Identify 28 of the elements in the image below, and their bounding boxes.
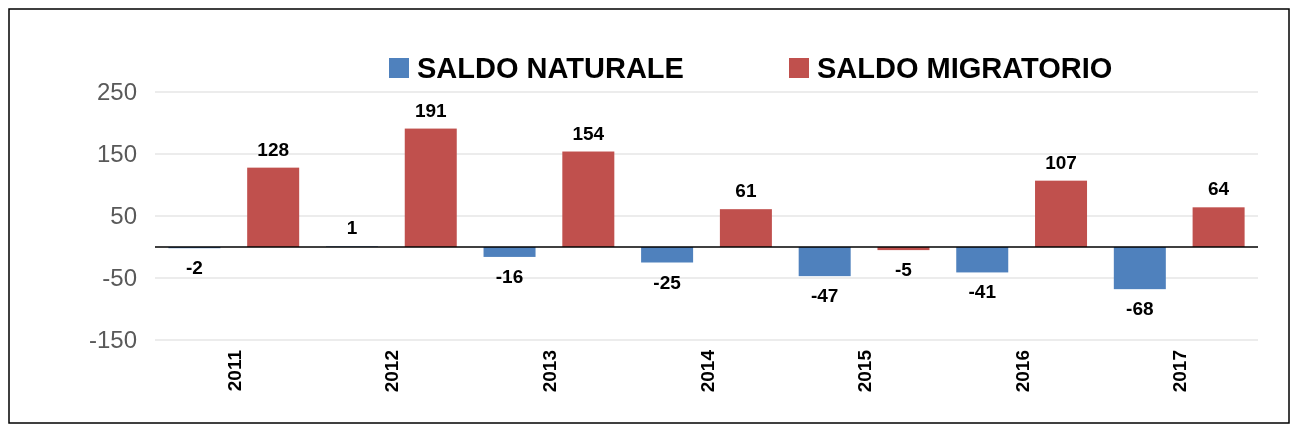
data-label: 128 — [257, 138, 290, 160]
y-tick-label: 250 — [96, 78, 137, 105]
y-tick-label: 150 — [96, 140, 137, 167]
data-label: -16 — [495, 265, 524, 287]
x-tick-label: 2014 — [696, 349, 718, 393]
legend-label: SALDO NATURALE — [417, 52, 684, 84]
x-tick-label: 2013 — [538, 350, 560, 393]
x-tick-label: 2015 — [854, 349, 876, 393]
x-tick-label: 2016 — [1011, 350, 1033, 393]
y-tick-label: -50 — [102, 264, 137, 291]
y-tick-label: -150 — [88, 326, 137, 353]
x-tick-label: 2011 — [223, 349, 245, 392]
data-label: 1 — [346, 217, 358, 239]
data-label: -5 — [895, 259, 913, 281]
y-tick-label: 50 — [110, 202, 137, 229]
data-label: 154 — [572, 122, 605, 144]
data-label: -2 — [185, 257, 203, 279]
x-tick-label: 2012 — [381, 350, 403, 393]
data-label: -68 — [1126, 298, 1154, 320]
data-label: -41 — [968, 281, 997, 303]
data-label: 107 — [1045, 151, 1077, 173]
data-label: -25 — [653, 271, 682, 293]
data-label: -47 — [810, 285, 839, 307]
data-label: 61 — [735, 180, 757, 202]
data-label: 191 — [414, 99, 448, 121]
data-label: 64 — [1208, 178, 1230, 200]
legend-label: SALDO MIGRATORIO — [817, 52, 1113, 84]
x-tick-label: 2017 — [1169, 350, 1191, 393]
